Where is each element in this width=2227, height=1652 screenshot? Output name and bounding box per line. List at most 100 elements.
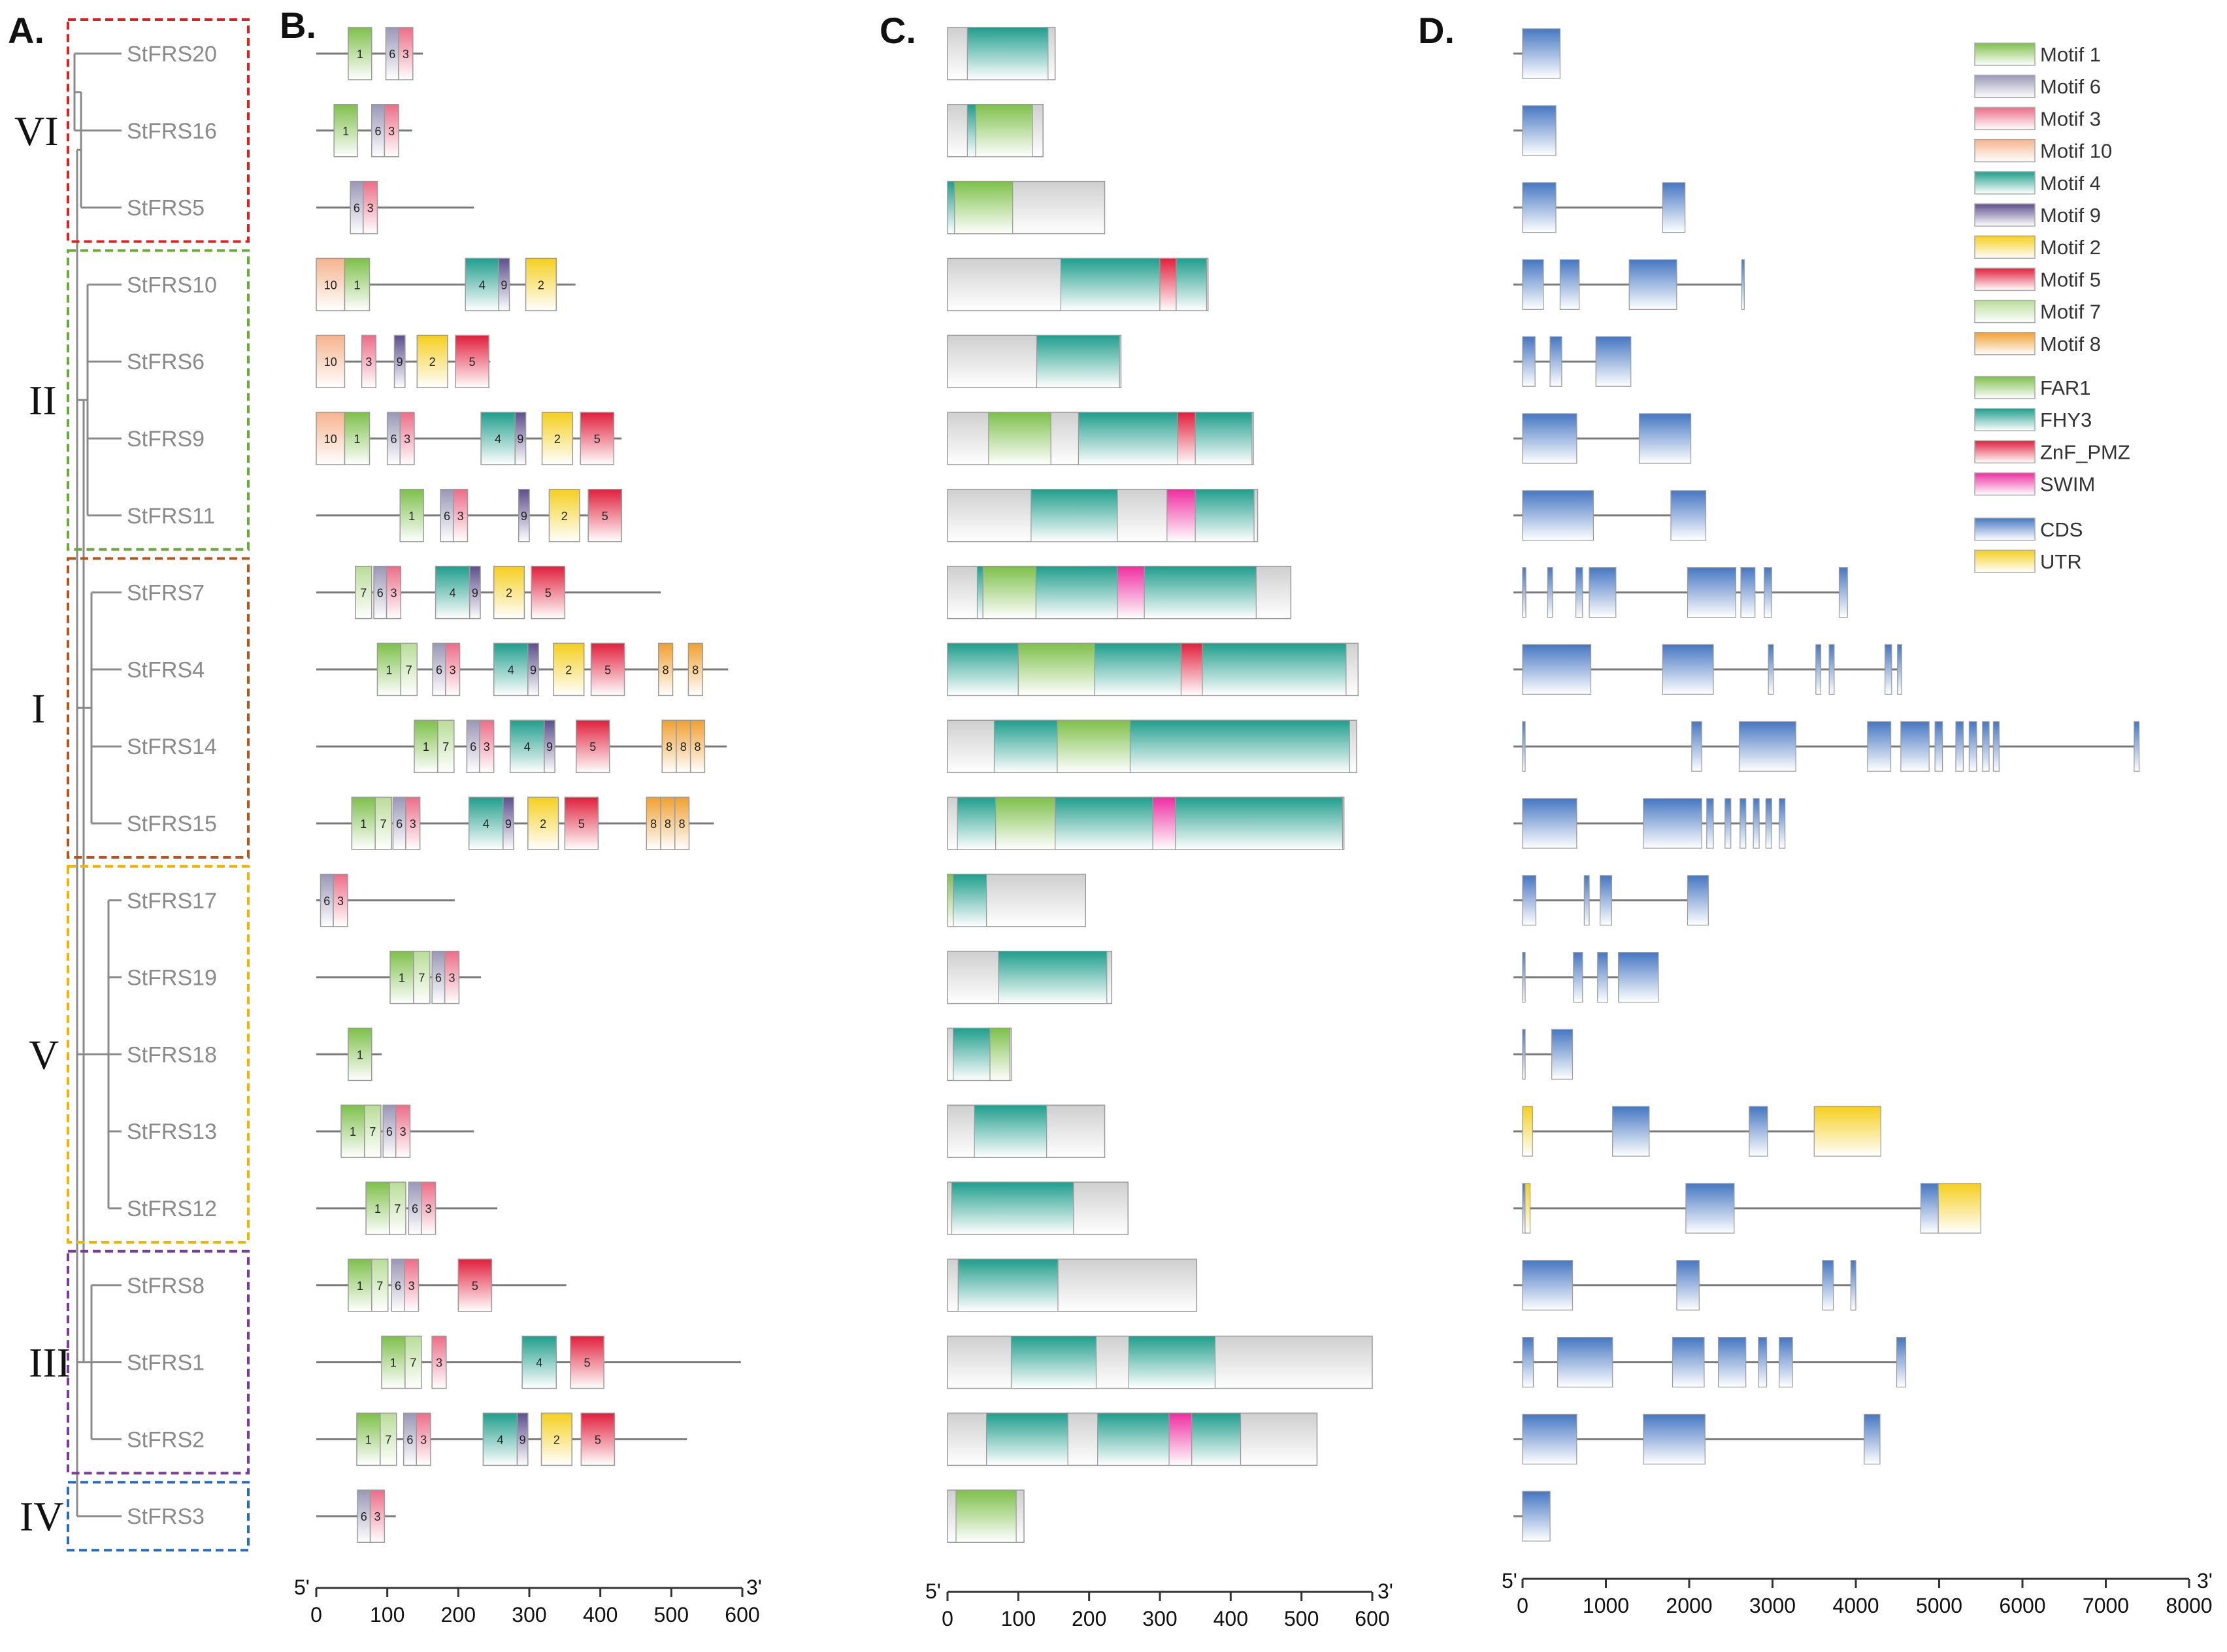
group-box-ii	[67, 249, 250, 551]
cds-block	[1992, 721, 2000, 772]
cds-block	[1559, 259, 1580, 310]
cds-block	[1549, 336, 1562, 387]
legend-swatch-domain	[1974, 472, 2036, 496]
motif-1-label: 1	[342, 125, 349, 138]
cds-block	[1864, 1413, 1881, 1464]
motif-1-box	[381, 1335, 406, 1389]
motif-3-label: 3	[450, 663, 456, 676]
group-box-iv	[67, 1481, 250, 1552]
motif-5-box	[531, 565, 566, 620]
motif-6-label: 6	[444, 510, 450, 523]
gene-label-stfrs16: StFRS16	[127, 119, 217, 144]
cds-block	[1575, 567, 1583, 618]
legend-swatch-structure	[1974, 550, 2036, 573]
gene-label-stfrs13: StFRS13	[127, 1119, 217, 1144]
cds-block	[1828, 644, 1835, 695]
domain-fhy3	[974, 1104, 1048, 1158]
legend-swatch-motif	[1974, 203, 2036, 227]
motif-3-box	[399, 412, 415, 465]
utr-block	[1525, 1183, 1531, 1234]
motif-7-box	[400, 642, 418, 697]
gene-label-stfrs20: StFRS20	[127, 42, 217, 67]
domain-far1	[955, 1489, 1017, 1543]
motif-5-box	[564, 797, 599, 850]
gene-label-stfrs11: StFRS11	[127, 504, 215, 529]
motif-5-box	[580, 1412, 616, 1466]
domain-fhy3	[953, 874, 987, 927]
legend-label-motif: Motif 1	[2040, 43, 2101, 66]
motif-7-label: 7	[376, 1280, 383, 1293]
motif-9-box	[393, 335, 406, 388]
cds-block	[1867, 721, 1892, 772]
cds-block	[1822, 1260, 1834, 1311]
axis-d-5prime: 5'	[1502, 1569, 1517, 1593]
cds-block	[1670, 490, 1707, 541]
gene-label-stfrs9: StFRS9	[127, 427, 205, 452]
motif-1-box	[389, 950, 414, 1004]
panel-label-c: C.	[880, 10, 916, 51]
motif-1-box	[333, 104, 358, 157]
domain-far1	[947, 874, 954, 927]
group-label-vi: VI	[14, 108, 59, 154]
motif-3-box	[386, 565, 402, 620]
gene-labels: StFRS20 StFRS16 StFRS5 StFRS10 StFRS6 StFRS9 S…	[127, 42, 217, 1529]
axis-b-tick-label: 0	[310, 1603, 322, 1627]
domain-fhy3	[1195, 489, 1255, 542]
motif-3-box	[444, 950, 460, 1004]
axis-b-tick-label: 300	[512, 1603, 546, 1627]
motif-5-label: 5	[578, 818, 585, 831]
gene-label-stfrs17: StFRS17	[127, 889, 217, 914]
motif-8-label: 8	[692, 663, 699, 676]
domain-swim	[1166, 489, 1196, 542]
axis-d-tick-label: 4000	[1832, 1594, 1879, 1617]
domain-fhy3	[1175, 797, 1344, 850]
cds-block	[1557, 1336, 1613, 1388]
motif-4-label: 4	[495, 433, 501, 446]
cds-block	[1691, 721, 1702, 772]
legend-label-motif: Motif 6	[2040, 75, 2101, 98]
cds-block	[1672, 1336, 1705, 1388]
motif-3-label: 3	[367, 202, 374, 215]
domain-fhy3	[953, 1027, 991, 1082]
motif-6-label: 6	[396, 818, 403, 831]
cds-block	[1662, 182, 1686, 233]
cds-block	[1643, 798, 1702, 849]
cds-block	[1706, 798, 1714, 849]
gene-label-stfrs19: StFRS19	[127, 966, 217, 991]
domain-znf_pmz	[1159, 257, 1177, 311]
motif-2-box	[548, 489, 580, 542]
axis-c-tick-label: 300	[1142, 1607, 1177, 1630]
legend-label-motif: Motif 9	[2040, 204, 2101, 227]
gene-label-stfrs4: StFRS4	[127, 657, 205, 682]
axis-d-tick-label: 8000	[2166, 1594, 2212, 1617]
utr-block	[1522, 1106, 1533, 1157]
motif-4-label: 4	[479, 278, 486, 291]
motif-7-box	[389, 1181, 406, 1235]
motif-5-label: 5	[545, 587, 552, 600]
motif-5-label: 5	[594, 433, 601, 446]
domain-fhy3	[1035, 565, 1118, 620]
gene-label-stfrs10: StFRS10	[127, 273, 217, 297]
cds-block	[1522, 490, 1594, 541]
legend-label-structure: UTR	[2040, 550, 2082, 573]
domain-fhy3	[1129, 719, 1350, 773]
motif-5-label: 5	[604, 663, 611, 676]
utr-block	[1813, 1106, 1881, 1157]
domain-axis: 5' 3' 0 100 200 300 400 500 600	[925, 1579, 1393, 1630]
cds-block	[1547, 567, 1553, 618]
domain-fhy3	[1195, 412, 1253, 465]
cds-block	[1724, 798, 1732, 849]
cds-block	[1779, 1336, 1793, 1388]
group-box-vi	[67, 18, 250, 243]
legend-swatch-domain	[1974, 376, 2036, 399]
domain-fhy3	[966, 27, 1049, 80]
motif-1-label: 1	[408, 510, 415, 523]
cds-block	[1522, 951, 1526, 1003]
domain-znf_pmz	[1177, 412, 1196, 465]
axis-d-tick-label: 0	[1517, 1594, 1528, 1617]
motif-1-label: 1	[374, 1202, 381, 1215]
cds-block	[1522, 875, 1536, 926]
motif-10-label: 10	[324, 355, 337, 369]
motif-9-label: 9	[472, 587, 478, 600]
motif-1-label: 1	[386, 663, 392, 676]
